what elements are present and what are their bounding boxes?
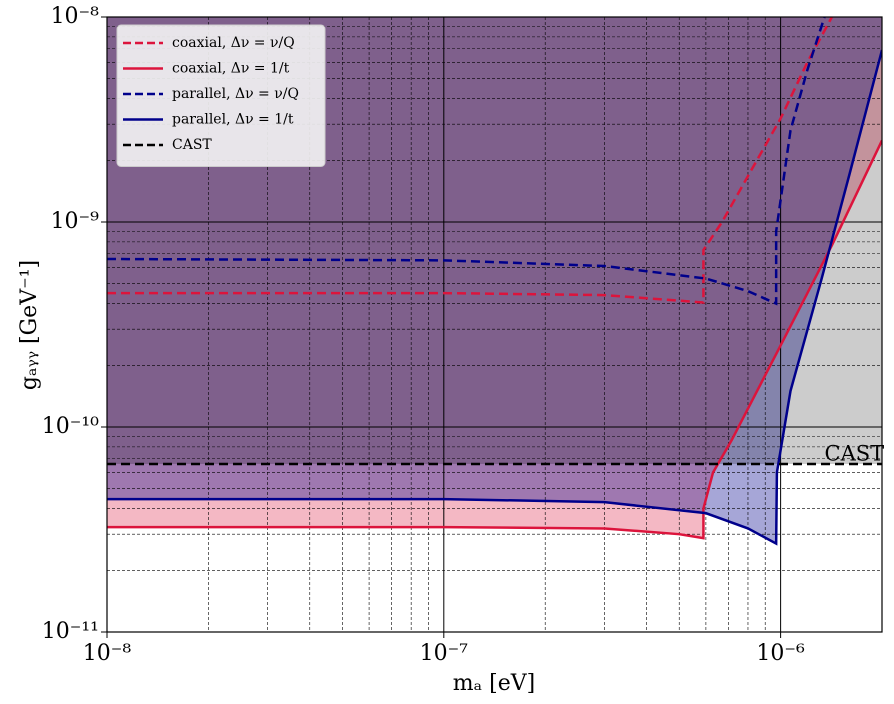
legend: coaxial, Δν = ν/Q coaxial, Δν = 1/t parall…: [116, 24, 326, 167]
annotation: CAST: [825, 442, 885, 466]
y-tick-label: 10⁻⁸: [51, 4, 100, 29]
series-line: [107, 17, 826, 306]
legend-label: CAST: [172, 137, 212, 153]
x-tick-label: 10⁻⁷: [420, 641, 469, 666]
axes: 10⁻⁸ 10⁻⁷ 10⁻⁶ 10⁻¹¹ 10⁻¹⁰ 10⁻⁹ 10⁻⁸: [42, 4, 805, 666]
lines: [107, 17, 882, 546]
x-tick-label: 10⁻⁸: [83, 641, 132, 666]
y-tick-label: 10⁻¹¹: [42, 619, 99, 644]
legend-box: [116, 24, 326, 167]
y-tick-label: 10⁻⁹: [51, 209, 100, 234]
series-line: [107, 139, 882, 540]
legend-label: coaxial, Δν = ν/Q: [172, 35, 295, 51]
y-axis-label: gₐᵧᵧ [GeV⁻¹]: [17, 260, 42, 390]
series-line: [107, 49, 882, 546]
plot-frame: [106, 16, 883, 633]
legend-label: parallel, Δν = 1/t: [172, 112, 294, 128]
legend-label: coaxial, Δν = 1/t: [172, 61, 290, 77]
legend-label: parallel, Δν = ν/Q: [172, 86, 299, 102]
series-line: [107, 17, 834, 304]
y-tick-label: 10⁻¹⁰: [42, 414, 99, 439]
x-tick-label: 10⁻⁶: [756, 641, 805, 666]
x-axis-label: mₐ [eV]: [453, 671, 535, 696]
